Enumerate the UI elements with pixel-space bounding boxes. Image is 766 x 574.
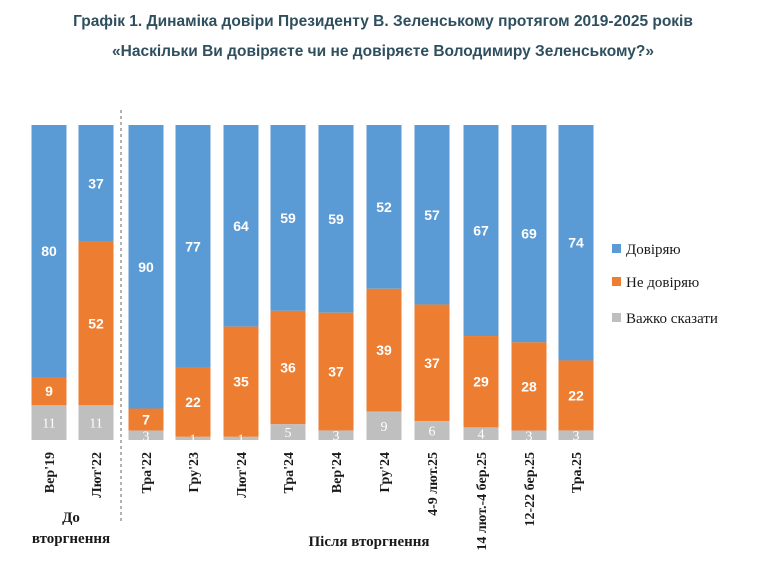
bar-segment-hard (414, 421, 450, 440)
bar-segment-distrust (414, 304, 450, 422)
data-label-distrust: 39 (376, 342, 392, 358)
data-label-trust: 57 (424, 207, 440, 223)
legend-label-distrust: Не довіряю (626, 275, 699, 291)
bar-segment-hard (366, 411, 402, 440)
data-label-trust: 77 (185, 238, 201, 254)
bar-segment-hard (78, 405, 114, 440)
data-label-trust: 80 (41, 243, 57, 259)
bar-segment-distrust (78, 241, 114, 406)
bar-segment-distrust (31, 377, 67, 406)
x-tick-label: Лют'24 (235, 452, 250, 498)
bar-segment-hard (558, 430, 594, 440)
legend-label-trust: Довіряю (626, 242, 681, 258)
data-label-trust: 67 (473, 223, 489, 239)
data-label-trust: 69 (521, 226, 537, 242)
bar-segment-distrust (223, 326, 259, 437)
legend: Довіряю Не довіряю Важко сказати (612, 242, 718, 327)
data-label-distrust: 7 (142, 412, 150, 428)
bar-segment-distrust (463, 336, 499, 428)
data-label-hard: 4 (478, 428, 485, 443)
bar-segment-trust (128, 125, 164, 409)
bar-segment-hard (511, 430, 547, 440)
bar-segment-hard (128, 430, 164, 440)
bar-segment-hard (270, 424, 306, 440)
data-label-distrust: 36 (280, 360, 296, 376)
bar-segment-trust (270, 125, 306, 311)
x-tick-label: Вер'19 (43, 452, 58, 493)
x-tick-label: Вер'24 (330, 452, 345, 493)
data-label-trust: 74 (568, 235, 584, 251)
x-tick-label: 14 лют.-4 бер.25 (475, 452, 490, 551)
bar-segment-hard (31, 405, 67, 440)
bar-segment-distrust (558, 360, 594, 431)
data-label-hard: 1 (238, 432, 245, 447)
legend-label-hard: Важко сказати (626, 311, 718, 327)
data-label-distrust: 28 (521, 378, 537, 394)
x-tick-label: 12-22 бер.25 (523, 452, 538, 526)
data-label-distrust: 37 (424, 355, 440, 371)
x-tick-label: Тра'22 (140, 452, 155, 493)
data-label-hard: 9 (381, 420, 388, 435)
bar-segment-trust (511, 125, 547, 343)
bar-segment-hard (463, 427, 499, 440)
data-label-distrust: 35 (233, 374, 249, 390)
data-label-distrust: 22 (185, 394, 201, 410)
bar-segment-hard (223, 436, 259, 440)
bar-segment-trust (463, 125, 499, 337)
bar-segment-trust (318, 125, 354, 313)
chart-title-line2: «Наскільки Ви довіряєте чи не довіряєте … (112, 43, 654, 60)
data-label-distrust: 37 (328, 364, 344, 380)
chart-title-line1: Графік 1. Динаміка довіри Президенту В. … (73, 13, 693, 30)
data-label-hard: 3 (573, 429, 580, 444)
x-tick-label: 4-9 лют.25 (426, 452, 441, 516)
data-label-trust: 37 (88, 175, 104, 191)
data-label-hard: 3 (333, 429, 340, 444)
group-label-after: Після вторгнення (308, 534, 429, 550)
x-tick-label: Лют'22 (90, 452, 105, 498)
data-label-trust: 90 (138, 259, 154, 275)
bar-segment-trust (558, 125, 594, 361)
bar-segment-trust (223, 125, 259, 327)
bar-segment-hard (175, 436, 211, 440)
group-label-before-line1: До (62, 510, 80, 526)
data-label-hard: 11 (42, 417, 55, 432)
data-label-trust: 59 (280, 210, 296, 226)
bar-segment-hard (318, 430, 354, 440)
bar-segment-distrust (366, 288, 402, 412)
data-label-hard: 3 (526, 429, 533, 444)
bar-segment-distrust (318, 312, 354, 431)
group-label-before-line2: вторгнення (32, 531, 110, 547)
data-label-trust: 59 (328, 211, 344, 227)
data-label-distrust: 22 (568, 387, 584, 403)
x-tick-label: Тра.25 (570, 452, 585, 493)
data-label-distrust: 52 (88, 315, 104, 331)
data-label-trust: 52 (376, 199, 392, 215)
legend-swatch-hard (612, 313, 621, 322)
bar-segment-trust (366, 125, 402, 289)
x-tick-label: Гру'23 (187, 452, 202, 493)
data-label-distrust: 29 (473, 374, 489, 390)
bar-segment-trust (78, 125, 114, 242)
bar-segment-distrust (175, 367, 211, 437)
data-label-hard: 1 (190, 432, 197, 447)
data-label-hard: 11 (89, 417, 102, 432)
data-label-hard: 5 (285, 426, 292, 441)
bar-segment-distrust (270, 310, 306, 425)
bar-segment-distrust (128, 408, 164, 431)
x-tick-label: Гру'24 (378, 452, 393, 493)
data-label-trust: 64 (233, 218, 249, 234)
legend-swatch-trust (612, 244, 621, 253)
data-label-hard: 3 (143, 429, 150, 444)
bar-segment-distrust (511, 342, 547, 431)
bar-segment-trust (175, 125, 211, 368)
data-label-hard: 6 (429, 425, 436, 440)
x-tick-label: Тра'24 (282, 452, 297, 493)
bar-segment-trust (414, 125, 450, 305)
legend-swatch-distrust (612, 277, 621, 286)
bar-segment-trust (31, 125, 67, 377)
data-label-distrust: 9 (45, 383, 53, 399)
